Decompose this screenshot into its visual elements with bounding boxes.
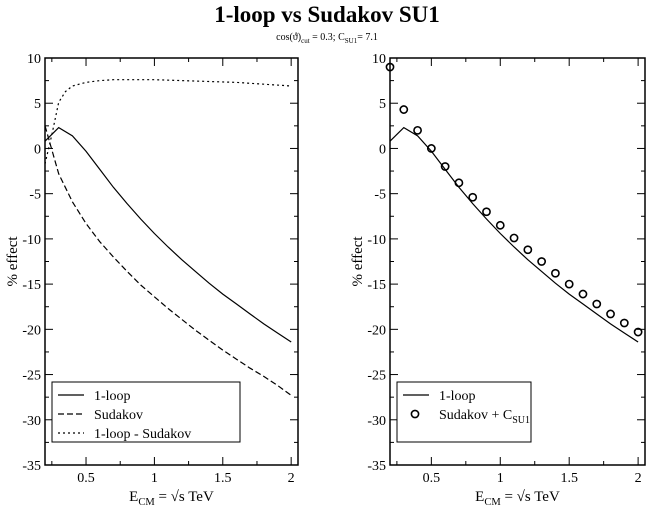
chart1-legend-label: Sudakov — [94, 408, 143, 423]
chart2-series-sudakov-c-point — [592, 299, 602, 309]
chart2-ytick-label: 0 — [379, 142, 386, 157]
subtitle-c-value: = 7.1 — [357, 32, 378, 43]
chart1-frame — [44, 57, 299, 466]
chart1-series-1-loop-line — [44, 126, 292, 343]
chart2-series-sudakov-c-point — [413, 125, 422, 135]
chart1-ytick-label: 10 — [27, 52, 41, 67]
chart1-y-axis-label: % effect — [5, 236, 21, 287]
chart2-legend-box — [396, 381, 532, 443]
chart2-series-sudakov-c-point — [578, 289, 588, 299]
chart2-ytick-label: 5 — [379, 97, 386, 112]
chart2-y-axis-label: % effect — [350, 236, 366, 287]
chart2-ytick-label: -15 — [367, 278, 386, 293]
chart1-ytick-label: -15 — [22, 278, 41, 293]
chart2-series-sudakov-c-point — [426, 144, 436, 153]
chart2-legend-label: Sudakov + CSU1 — [439, 408, 530, 426]
chart2-legend: 1-loop Sudakov + CSU1 — [396, 381, 532, 443]
chart2-series-sudakov-c-point — [523, 245, 533, 255]
chart1-ytick-label: -20 — [22, 323, 41, 338]
chart1-ytick-label: -30 — [22, 414, 41, 429]
chart1-xtick-label: 1.5 — [214, 471, 232, 486]
subtitle-cos-sub: cut — [301, 37, 310, 45]
chart2-ytick-label: -30 — [367, 414, 386, 429]
chart2-series-sudakov-c-point — [399, 105, 409, 114]
chart1-ytick-label: -25 — [22, 369, 41, 384]
chart2-frame — [389, 57, 646, 466]
chart2-ytick-label: -35 — [367, 459, 386, 474]
chart2-series-sudakov-c-point — [454, 178, 464, 188]
chart2-legend-label: 1-loop — [439, 389, 476, 404]
chart1-series-sudakov-line — [44, 125, 292, 396]
chart2-ytick-label: 10 — [372, 52, 386, 67]
chart2-ytick-label: -25 — [367, 369, 386, 384]
chart2-legend-marker — [410, 409, 420, 419]
chart2-series-sudakov-c-point — [509, 233, 519, 243]
chart1-ytick-label: -5 — [29, 188, 41, 203]
chart2-series-sudakov-c-point — [440, 162, 450, 171]
subtitle-c-sub: SU1 — [344, 37, 358, 45]
chart2-xtick-label: 0.5 — [423, 471, 441, 486]
chart2-series-sudakov-c-point — [619, 318, 629, 328]
chart2-series-sudakov-c-point — [537, 257, 547, 266]
chart1-legend: 1-loop Sudakov 1-loop - Sudakov — [51, 381, 241, 443]
chart1-legend-label: 1-loop - Sudakov — [94, 427, 191, 442]
chart1-xtick-label: 2 — [288, 471, 295, 486]
chart2-series-sudakov-c-point — [482, 207, 491, 217]
chart2-ytick-label: -20 — [367, 323, 386, 338]
chart1-ytick-label: 5 — [34, 97, 41, 112]
chart2-xtick-label: 2 — [635, 471, 642, 486]
chart1-legend-box — [51, 381, 241, 443]
chart2-xtick-label: 1.5 — [560, 471, 578, 486]
chart1-series-1-loop-sudakov-line — [44, 79, 292, 164]
chart1-xtick-label: 0.5 — [77, 471, 95, 486]
chart2-ytick-label: -10 — [367, 233, 386, 248]
chart-subtitle: cos(ϑ)cut = 0.3; CSU1= 7.1 — [0, 32, 654, 45]
chart2-series-sudakov-c-point — [606, 309, 615, 319]
chart2-series-1-loop-line — [389, 126, 639, 343]
chart1-ytick-label: -35 — [22, 459, 41, 474]
chart2-series-sudakov-c-point — [564, 279, 574, 289]
subtitle-cos-value: = 0.3; C — [309, 32, 345, 43]
chart1-ytick-label: -10 — [22, 233, 41, 248]
chart-title: 1-loop vs Sudakov SU1 — [214, 2, 440, 27]
chart1-ytick-label: 0 — [34, 142, 41, 157]
chart2-series-sudakov-c-point — [551, 268, 560, 278]
subtitle-cos: cos(ϑ) — [276, 32, 302, 43]
chart2-series-sudakov-c-point — [633, 327, 643, 337]
chart2-series-sudakov-c-point — [495, 220, 505, 230]
chart2-ytick-label: -5 — [374, 188, 386, 203]
chart1-x-axis-label: ECM = √s TeV — [129, 489, 214, 508]
chart2-series-sudakov-c-point — [468, 192, 478, 202]
chart2-xtick-label: 1 — [497, 471, 504, 486]
chart1-xtick-label: 1 — [151, 471, 158, 486]
chart2-plot-area — [385, 57, 645, 466]
chart2-x-axis-label: ECM = √s TeV — [475, 489, 560, 508]
chart1-legend-label: 1-loop — [94, 389, 131, 404]
